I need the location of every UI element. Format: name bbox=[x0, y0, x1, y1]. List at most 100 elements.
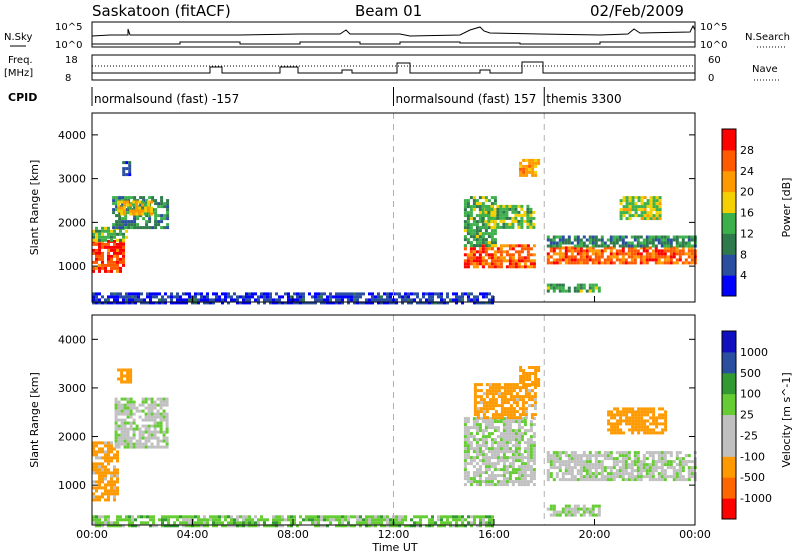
scatter-cell bbox=[511, 453, 515, 457]
scatter-cell bbox=[511, 259, 515, 263]
scatter-cell bbox=[92, 292, 95, 296]
scatter-cell bbox=[521, 401, 525, 405]
scatter-cell bbox=[236, 301, 239, 305]
scatter-cell bbox=[514, 435, 518, 439]
scatter-cell bbox=[552, 466, 556, 470]
scatter-cell bbox=[95, 254, 98, 258]
scatter-cell bbox=[643, 214, 647, 218]
scatter-cell bbox=[167, 521, 170, 525]
scatter-cell bbox=[616, 407, 620, 411]
colorbar-swatch bbox=[722, 456, 736, 478]
scatter-cell bbox=[487, 199, 491, 203]
scatter-cell bbox=[558, 255, 562, 259]
scatter-cell bbox=[640, 419, 644, 423]
scatter-cell bbox=[118, 220, 122, 224]
scatter-cell bbox=[552, 286, 556, 290]
scatter-cell bbox=[517, 219, 521, 223]
scatter-cell bbox=[162, 445, 166, 449]
scatter-cell bbox=[104, 465, 107, 469]
scatter-cell bbox=[652, 419, 656, 423]
scatter-cell bbox=[579, 244, 583, 248]
scatter-cell bbox=[458, 524, 461, 528]
colorbar-swatch bbox=[722, 435, 736, 457]
scatter-cell bbox=[621, 469, 625, 473]
scatter-cell bbox=[215, 521, 218, 525]
scatter-cell bbox=[502, 450, 506, 454]
scatter-cell bbox=[104, 450, 107, 454]
scatter-cell bbox=[478, 232, 482, 236]
scatter-cell bbox=[628, 202, 632, 206]
scatter-cell bbox=[478, 468, 482, 472]
scatter-cell bbox=[628, 214, 632, 218]
scatter-cell bbox=[637, 419, 641, 423]
scatter-cell bbox=[478, 262, 482, 266]
scatter-cell bbox=[251, 295, 254, 299]
scatter-cell bbox=[472, 417, 476, 421]
scatter-cell bbox=[161, 524, 164, 528]
scatter-cell bbox=[371, 521, 374, 525]
scatter-cell bbox=[508, 247, 512, 251]
scatter-cell bbox=[107, 444, 110, 448]
scatter-cell bbox=[425, 292, 428, 296]
scatter-cell bbox=[627, 241, 631, 245]
scatter-cell bbox=[147, 403, 151, 407]
scatter-cell bbox=[499, 468, 503, 472]
scatter-cell bbox=[463, 199, 467, 203]
scatter-cell bbox=[488, 521, 491, 525]
scatter-cell bbox=[523, 429, 527, 433]
scatter-cell bbox=[110, 524, 113, 528]
scatter-cell bbox=[672, 475, 676, 479]
x-axis-title: Time UT bbox=[371, 541, 417, 554]
scatter-cell bbox=[113, 483, 116, 487]
scatter-cell bbox=[254, 521, 257, 525]
scatter-cell bbox=[531, 158, 535, 162]
scatter-cell bbox=[144, 209, 148, 213]
scatter-cell bbox=[613, 413, 617, 417]
scatter-cell bbox=[573, 504, 577, 508]
scatter-cell bbox=[526, 207, 530, 211]
scatter-cell bbox=[609, 469, 613, 473]
scatter-cell bbox=[594, 457, 598, 461]
scatter-cell bbox=[522, 173, 526, 177]
scatter-cell bbox=[660, 249, 664, 253]
scatter-cell bbox=[529, 253, 533, 257]
scatter-cell bbox=[481, 241, 485, 245]
scatter-cell bbox=[473, 407, 477, 411]
colorbar-tick-label: 500 bbox=[740, 367, 761, 380]
scatter-cell bbox=[505, 435, 509, 439]
scatter-cell bbox=[463, 223, 467, 227]
scatter-cell bbox=[558, 463, 562, 467]
scatter-cell bbox=[401, 521, 404, 525]
scatter-cell bbox=[597, 454, 601, 458]
scatter-cell bbox=[440, 295, 443, 299]
scatter-cell bbox=[416, 521, 419, 525]
scatter-cell bbox=[197, 521, 200, 525]
scatter-cell bbox=[610, 416, 614, 420]
scatter-cell bbox=[114, 397, 118, 401]
scatter-cell bbox=[630, 475, 634, 479]
scatter-cell bbox=[487, 483, 491, 487]
scatter-cell bbox=[576, 457, 580, 461]
scatter-cell bbox=[200, 295, 203, 299]
scatter-cell bbox=[529, 216, 533, 220]
scatter-cell bbox=[371, 301, 374, 305]
scatter-cell bbox=[637, 199, 641, 203]
scatter-cell bbox=[499, 450, 503, 454]
scatter-cell bbox=[122, 232, 125, 236]
scatter-cell bbox=[478, 220, 482, 224]
scatter-cell bbox=[494, 386, 498, 390]
scatter-cell bbox=[272, 521, 275, 525]
scatter-cell bbox=[126, 409, 130, 413]
scatter-cell bbox=[121, 226, 125, 230]
scatter-cell bbox=[98, 521, 101, 525]
scatter-cell bbox=[631, 199, 635, 203]
scatter-cell bbox=[159, 439, 163, 443]
scatter-cell bbox=[245, 515, 248, 519]
scatter-cell bbox=[144, 445, 148, 449]
scatter-cell bbox=[546, 475, 550, 479]
scatter-cell bbox=[466, 229, 470, 233]
scatter-cell bbox=[640, 410, 644, 414]
scatter-cell bbox=[520, 256, 524, 260]
scatter-cell bbox=[573, 249, 577, 253]
scatter-cell bbox=[461, 295, 464, 299]
